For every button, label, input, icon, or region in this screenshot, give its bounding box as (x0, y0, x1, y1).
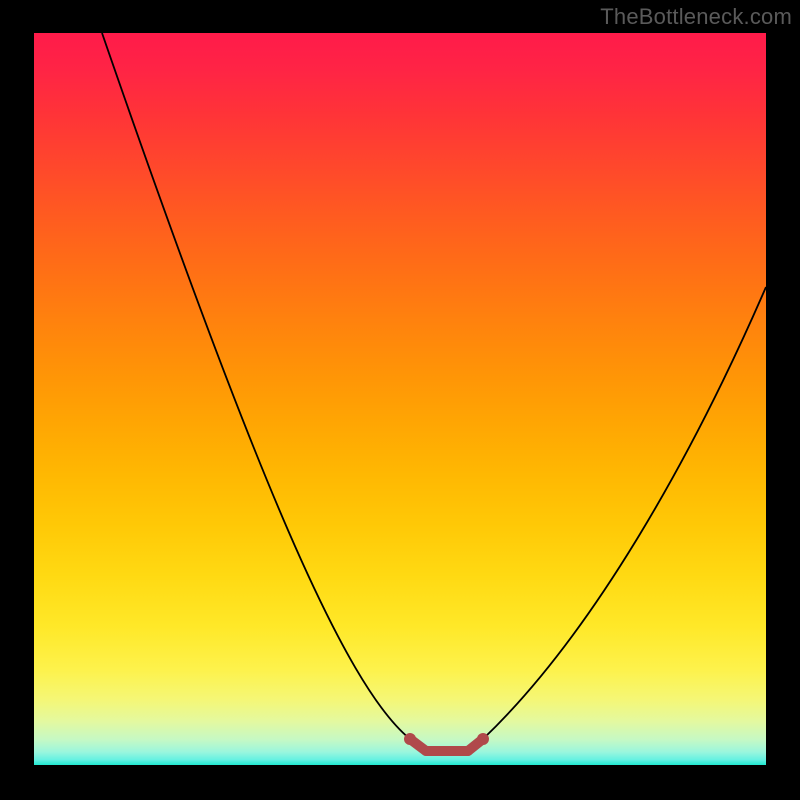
flat-segment-marker (438, 747, 447, 756)
plot-frame (34, 33, 766, 765)
chart-stage: TheBottleneck.com (0, 0, 800, 800)
flat-segment-marker (455, 747, 464, 756)
gradient-background (34, 33, 766, 765)
watermark-label: TheBottleneck.com (600, 4, 792, 30)
flat-segment-marker (447, 747, 456, 756)
flat-segment-marker (430, 747, 439, 756)
plot-svg (34, 33, 766, 765)
